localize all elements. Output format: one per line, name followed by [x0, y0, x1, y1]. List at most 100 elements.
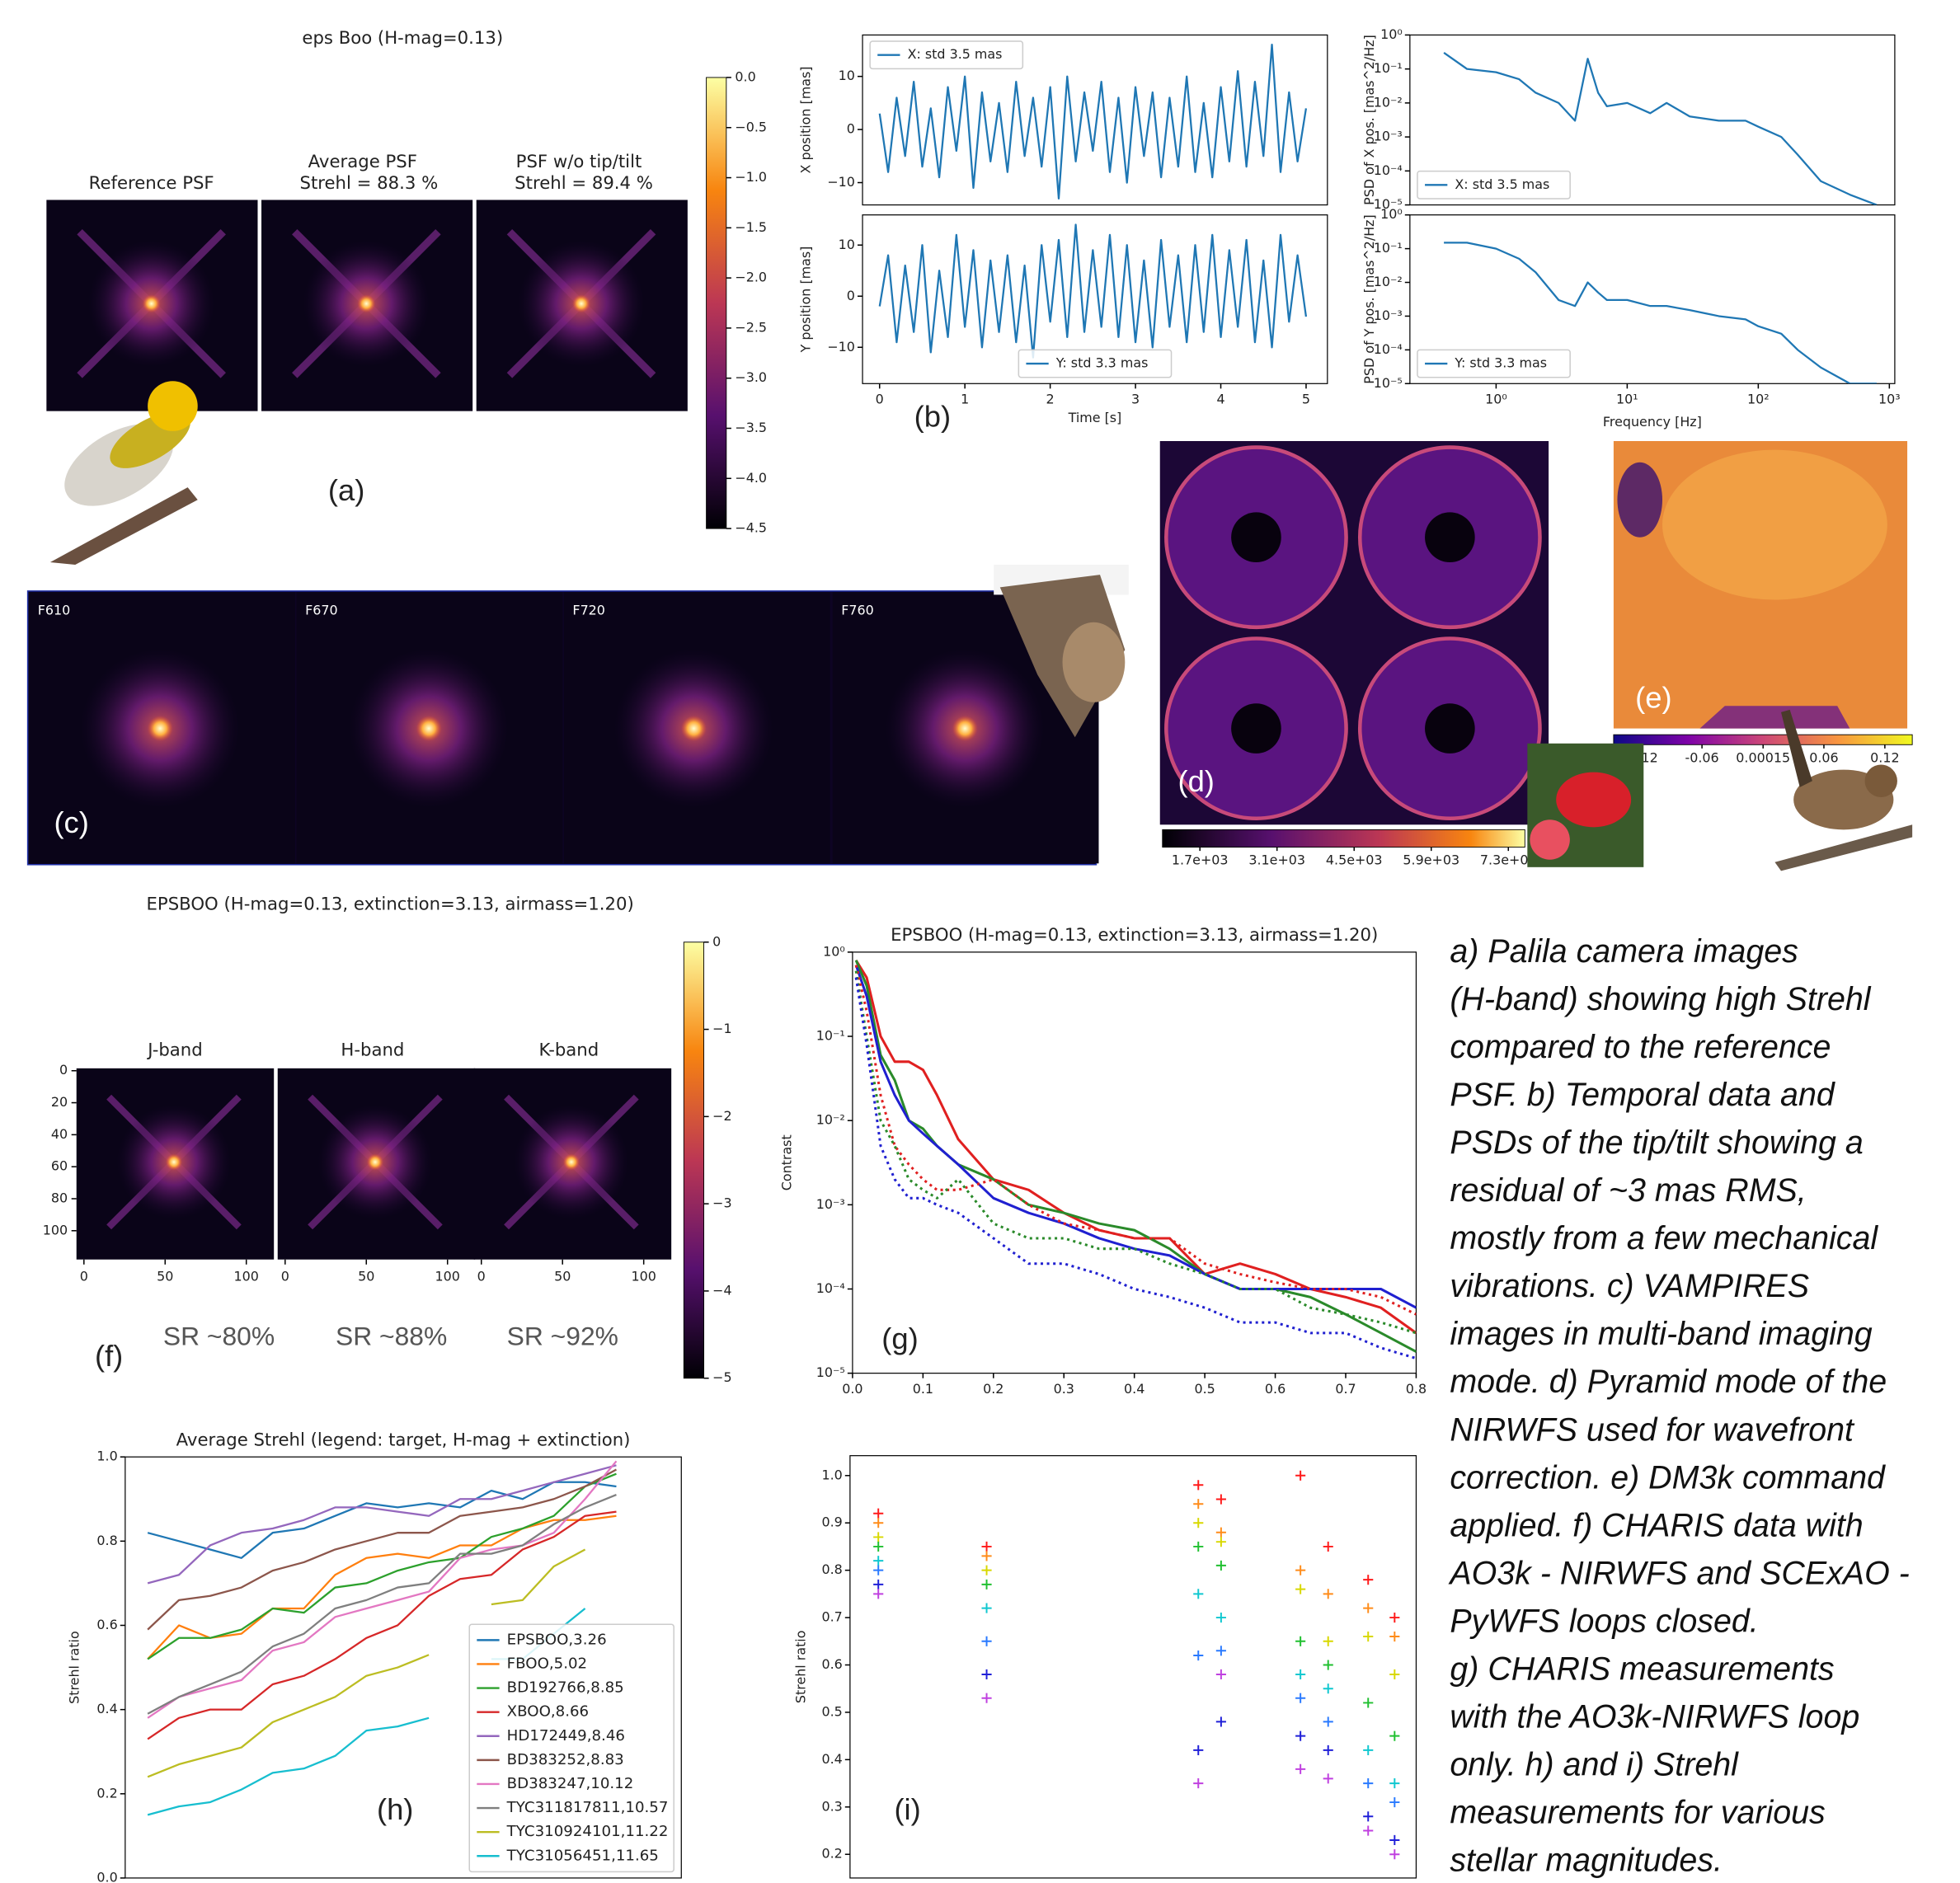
y-tick-label: 80	[51, 1190, 68, 1205]
y-tick-label: 0.2	[96, 1785, 117, 1801]
bird-head	[148, 381, 198, 431]
scatter-point	[1323, 1541, 1333, 1552]
legend: X: std 3.5 mas	[869, 40, 1024, 70]
image-title: Reference PSF	[89, 173, 214, 194]
dm-feature	[1662, 449, 1887, 600]
scatter-point	[981, 1541, 992, 1552]
pupil-hole	[1425, 512, 1475, 563]
y-tick-label: 0.7	[821, 1609, 842, 1625]
pupil-group	[1164, 445, 1542, 820]
y-tick-label: 20	[51, 1094, 68, 1110]
legend-label: TYC311817811,10.57	[506, 1799, 669, 1816]
caption-line: mode. d) Pyramid mode of the	[1450, 1364, 1887, 1400]
chart: Average Strehl (legend: target, H-mag + …	[67, 1430, 682, 1883]
scatter-point	[1295, 1636, 1306, 1646]
y-tick-label: 10	[839, 68, 855, 83]
psf-core	[416, 716, 442, 742]
chart: PSD of Y pos. [mas^2/Hz] Frequency [Hz] 10…	[1361, 206, 1901, 430]
chart: PSD of X pos. [mas^2/Hz]10⁻⁵ 10⁻⁴ 10⁻³ 10⁻²…	[1361, 26, 1896, 212]
plot-area	[1444, 242, 1877, 384]
scatter-point	[1295, 1730, 1306, 1741]
filter-label: F670	[305, 603, 338, 618]
chart: X position [mas] −10 0 10 X: std 3.5 mas	[797, 34, 1328, 206]
panel-label: (d)	[1177, 764, 1214, 798]
scatter-point	[1215, 1716, 1226, 1727]
caption-line: NIRWFS used for wavefront	[1450, 1411, 1855, 1448]
plot-frame	[849, 1455, 1417, 1879]
y-tick-label: 10⁰	[1380, 26, 1403, 42]
x-tick-label: 0.5	[1194, 1381, 1215, 1397]
y-tick-label: 10⁻³	[816, 1196, 845, 1212]
panel-label: (e)	[1635, 680, 1671, 714]
panel-label: (g)	[881, 1322, 918, 1355]
line-series	[147, 1464, 617, 1585]
scatter-point	[1363, 1603, 1374, 1613]
scatter-point	[1389, 1613, 1400, 1623]
scatter-point	[1295, 1584, 1306, 1594]
panel-label: (c)	[54, 805, 88, 839]
colorbar-tick-label: −4.0	[735, 470, 767, 486]
x-tick-label: 0	[876, 391, 884, 406]
bird-body	[1556, 772, 1632, 828]
x-tick-label: 0.2	[983, 1381, 1004, 1397]
legend-box	[1417, 349, 1571, 378]
dm-feature	[1617, 462, 1663, 538]
scatter-point	[1215, 1646, 1226, 1656]
colorbar-tick-label: −0.5	[735, 119, 767, 134]
scatter-point	[1363, 1825, 1374, 1836]
legend: Y: std 3.3 mas	[1018, 349, 1173, 378]
caption-line: compared to the reference	[1450, 1029, 1831, 1065]
colorbar-tick-label: 4.5e+03	[1326, 852, 1383, 868]
scatter-point	[1389, 1796, 1400, 1808]
scatter-point	[1215, 1560, 1226, 1571]
x-tick-label: 0.6	[1265, 1381, 1286, 1397]
chart: Strehl ratio (i) 0.2 0.3 0.4 0.5 0.6 0.7 0.8 0.9 1…	[792, 1455, 1417, 1879]
scatter-point	[1215, 1669, 1226, 1680]
caption-line: only. h) and i) Strehl	[1450, 1747, 1739, 1783]
scatter-point	[1215, 1537, 1226, 1547]
y-tick-label: 0	[847, 288, 855, 303]
colorbar-tick-label: −1.5	[735, 219, 767, 235]
filter-label: F760	[841, 603, 874, 618]
strehl-label: SR ~80%	[163, 1322, 275, 1351]
scatter-point	[1323, 1716, 1333, 1727]
y-tick-label: 0.4	[96, 1701, 117, 1716]
colorbar-tick-label: −1.0	[735, 169, 767, 185]
caption-line: vibrations. c) VAMPIRES	[1450, 1268, 1809, 1304]
legend-label: BD383252,8.83	[507, 1751, 624, 1768]
scatter-point	[1295, 1763, 1306, 1774]
psf-image	[832, 592, 1099, 864]
x-tick-label: 2	[1046, 391, 1055, 406]
panel-title: eps Boo (H-mag=0.13)	[302, 28, 503, 49]
line-series	[147, 1468, 618, 1631]
y-tick-label: 40	[51, 1126, 68, 1142]
psf-image	[296, 592, 563, 864]
legend-box	[468, 1623, 674, 1873]
legend-label: HD172449,8.46	[507, 1727, 625, 1744]
image-title: K-band	[539, 1040, 599, 1061]
image-subtitle: Strehl = 89.4 %	[515, 173, 653, 194]
flower	[1530, 819, 1570, 860]
bird-head	[1864, 764, 1897, 797]
colorbar-tick-label: -0.06	[1685, 749, 1719, 765]
panel-label: (i)	[894, 1792, 920, 1826]
legend-label: X: std 3.5 mas	[908, 46, 1003, 62]
x-tick-label: 50	[358, 1268, 374, 1284]
line-series	[147, 1510, 617, 1740]
line-series	[854, 977, 1417, 1360]
scatter-point	[873, 1589, 884, 1599]
x-tick-label: 50	[157, 1268, 173, 1284]
pupil-hole	[1425, 703, 1475, 754]
colorbar-tick-label: 0.00015	[1736, 749, 1790, 765]
line-series	[147, 1514, 617, 1660]
y-tick-label: 10⁻²	[1374, 94, 1403, 110]
scatter-point	[1323, 1683, 1333, 1694]
plot-area	[878, 43, 1308, 200]
legend-label: TYC31056451,11.65	[506, 1847, 659, 1864]
y-tick-label: 1.0	[821, 1467, 842, 1482]
y-axis-label: Y position [mas]	[797, 247, 813, 354]
colorbar-tick-label: 0	[712, 933, 721, 949]
caption-line: (H-band) showing high Strehl	[1450, 981, 1871, 1017]
image-title: Average PSF	[308, 152, 417, 172]
scatter-point	[1295, 1470, 1306, 1481]
